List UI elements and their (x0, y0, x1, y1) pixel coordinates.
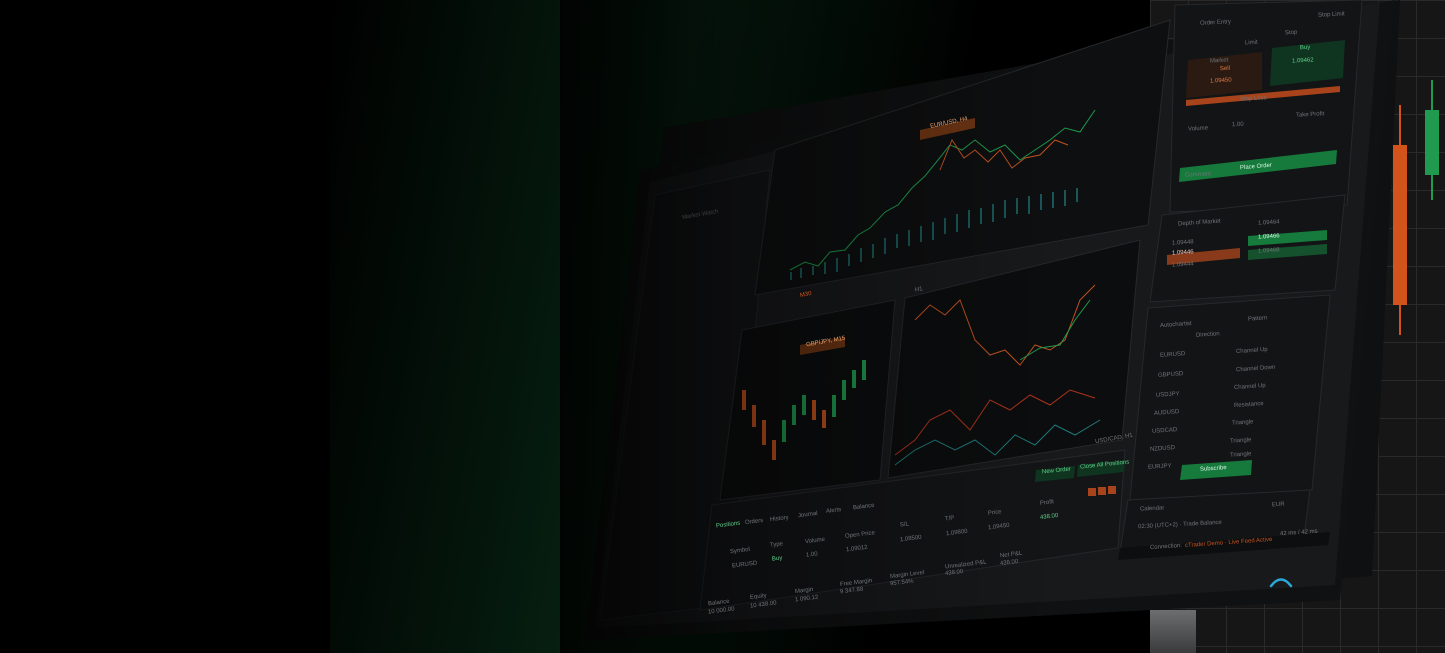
buy-price-box (1270, 40, 1345, 86)
buy-label: Buy (1299, 44, 1311, 52)
depth-panel (1149, 194, 1346, 303)
sell-price-box (1186, 52, 1262, 98)
place-order-bar (1179, 150, 1337, 182)
buy-price[interactable]: 1.09462 (1291, 57, 1314, 65)
order-tab-stop[interactable]: Stop (1284, 29, 1298, 37)
subscribe-bar (1180, 460, 1252, 480)
monitor-stand (1150, 610, 1196, 653)
calendar-title: Calendar (1139, 505, 1165, 513)
sell-label: Sell (1219, 65, 1231, 73)
order-tab-limit[interactable]: Limit (1244, 39, 1258, 47)
signals-panel (1129, 294, 1331, 501)
sell-strip (1186, 86, 1340, 106)
calendar-country: EUR (1271, 501, 1285, 509)
order-tab-market[interactable]: Market (1209, 57, 1229, 65)
col-tp: T/P (944, 515, 955, 523)
col-sl: S/L (899, 521, 910, 529)
row-type: Buy (771, 555, 783, 563)
volume-label: Volume (1187, 125, 1209, 133)
status-bar (1118, 532, 1330, 560)
sell-price[interactable]: 1.09450 (1209, 77, 1232, 85)
volume-value[interactable]: 1.00 (1231, 121, 1244, 129)
order-panel (1169, 0, 1363, 213)
monitor-logo-icon (1269, 578, 1293, 588)
